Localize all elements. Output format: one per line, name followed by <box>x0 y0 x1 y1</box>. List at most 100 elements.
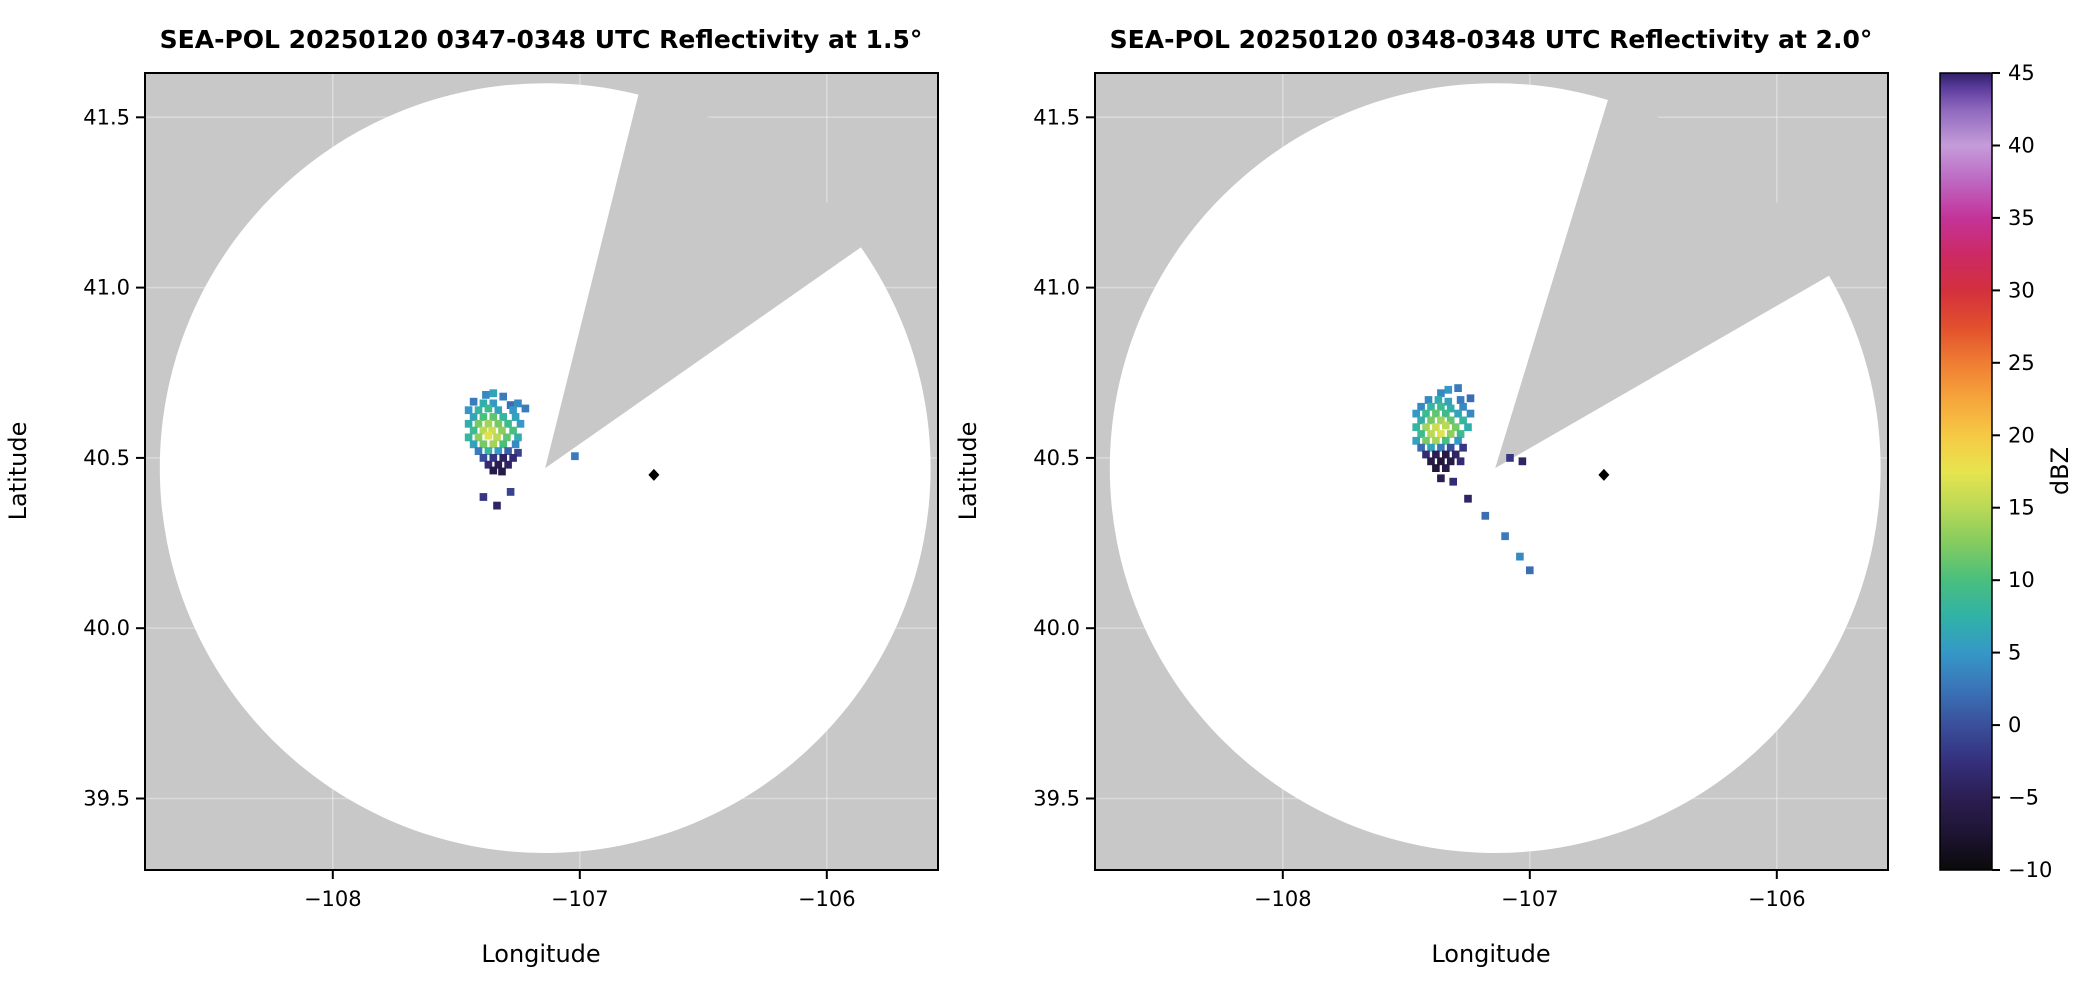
echo-cell <box>1434 396 1443 404</box>
echo-cell <box>1526 566 1534 575</box>
echo-cell <box>499 413 507 421</box>
echo-cell <box>571 452 579 461</box>
y-tick-label: 39.5 <box>83 787 130 811</box>
echo-cell <box>1456 430 1465 438</box>
echo-cell <box>479 454 488 462</box>
echo-cell <box>489 399 498 408</box>
echo-cell <box>506 401 515 409</box>
echo-cell <box>484 419 493 428</box>
echo-cell <box>514 448 522 457</box>
echo-cell <box>1456 457 1465 466</box>
echo-cell <box>479 426 488 435</box>
blocked-sector <box>1495 98 1831 469</box>
echo-cell <box>1446 416 1455 425</box>
colorbar-tick-label: 0 <box>2008 713 2021 737</box>
echo-cell <box>1449 477 1457 486</box>
echo-cell <box>1437 416 1445 425</box>
echo-cell <box>1417 402 1425 411</box>
echo-cell <box>494 406 503 415</box>
echo-cell <box>464 406 473 415</box>
echo-cell <box>1442 450 1450 459</box>
echo-cell <box>479 399 488 408</box>
colorbar-gradient-bar <box>1939 72 1993 871</box>
echo-cell <box>469 397 478 406</box>
echo-cell <box>1432 450 1440 459</box>
plot-border <box>144 72 939 871</box>
echo-cell <box>489 454 498 462</box>
colorbar: −10 −5 0 5 10 15 20 25 30 35 40 45 dBZ <box>1939 61 2074 882</box>
echo-cell <box>1446 404 1455 413</box>
echo-cell <box>489 413 498 421</box>
chart-title: SEA-POL 20250120 0348-0348 UTC Reflectiv… <box>1110 25 1873 54</box>
echo-cell <box>1444 397 1453 406</box>
echo-cell <box>482 391 490 399</box>
x-tick-label: −108 <box>1254 887 1312 911</box>
colorbar-tick-label: 5 <box>2008 641 2021 665</box>
echo-cell <box>1437 402 1445 411</box>
y-axis-label: Latitude <box>954 422 982 521</box>
echo-cell <box>516 419 525 428</box>
echo-cell <box>504 447 512 455</box>
echo-cell <box>509 406 517 415</box>
echo-cell <box>514 399 522 408</box>
y-tick-label: 40.0 <box>1033 616 1080 640</box>
echo-cell <box>1417 416 1425 425</box>
echo-cell <box>1451 423 1460 432</box>
site-marker-diamond <box>1598 468 1610 481</box>
echo-cell <box>484 404 493 413</box>
echo-cell <box>1466 409 1475 418</box>
y-tick-label: 41.5 <box>1033 105 1080 129</box>
echo-cell <box>469 413 478 421</box>
echo-cell <box>1437 389 1445 398</box>
echo-cell <box>1518 457 1527 466</box>
echo-cell <box>1454 436 1462 445</box>
echo-cell <box>504 419 512 428</box>
echo-cell <box>1432 423 1440 432</box>
echo-cell <box>1516 552 1524 561</box>
echo-cell <box>474 419 483 428</box>
echo-cell <box>489 440 498 449</box>
echo-cell <box>1446 457 1455 466</box>
echo-cell <box>474 447 483 455</box>
echo-cell <box>1456 396 1465 404</box>
echo-cell <box>1459 416 1467 425</box>
x-tick-label: −107 <box>1501 887 1559 911</box>
y-tick-label: 40.0 <box>83 616 130 640</box>
echo-cell <box>511 440 520 449</box>
colorbar-tick-label: −5 <box>2008 786 2039 810</box>
echo-cell <box>464 419 473 428</box>
echo-cell <box>1501 532 1509 541</box>
y-tick-label: 40.5 <box>1033 446 1080 470</box>
echo-cell <box>1437 457 1445 466</box>
echo-cell <box>1412 409 1420 418</box>
echo-cell <box>489 389 498 398</box>
echo-cell <box>484 447 493 455</box>
echo-cell <box>1481 511 1490 520</box>
echo-cell <box>484 460 493 469</box>
echo-cell <box>509 426 517 435</box>
echo-cell <box>506 488 515 496</box>
y-tick-label: 41.0 <box>1033 276 1080 300</box>
echo-cell <box>479 413 488 421</box>
echo-cell <box>509 454 517 462</box>
echo-cell <box>464 433 473 442</box>
colorbar-tick-label: 35 <box>2008 206 2035 230</box>
echo-cell <box>1427 457 1435 466</box>
echo-cell <box>1442 409 1450 418</box>
colorbar-tick-label: 45 <box>2008 61 2035 85</box>
echo-cell <box>1444 385 1453 394</box>
echo-cell <box>1424 396 1433 404</box>
echo-cell <box>488 426 496 435</box>
echo-cell <box>489 466 498 475</box>
blocked-sector <box>545 92 863 469</box>
echo-cell <box>493 501 501 510</box>
radar-panel-left: −108 −107 −106 39.5 40.0 40.5 41.0 41.5 SEA-POL… <box>4 25 939 968</box>
x-tick-label: −106 <box>1748 887 1806 911</box>
x-tick-label: −106 <box>798 887 856 911</box>
colorbar-tick-label: 25 <box>2008 351 2035 375</box>
echo-cell <box>1432 409 1440 418</box>
echo-cell <box>1412 423 1420 432</box>
echo-cell <box>1464 423 1472 432</box>
echo-cell <box>499 440 507 449</box>
echo-cell <box>1432 464 1440 472</box>
